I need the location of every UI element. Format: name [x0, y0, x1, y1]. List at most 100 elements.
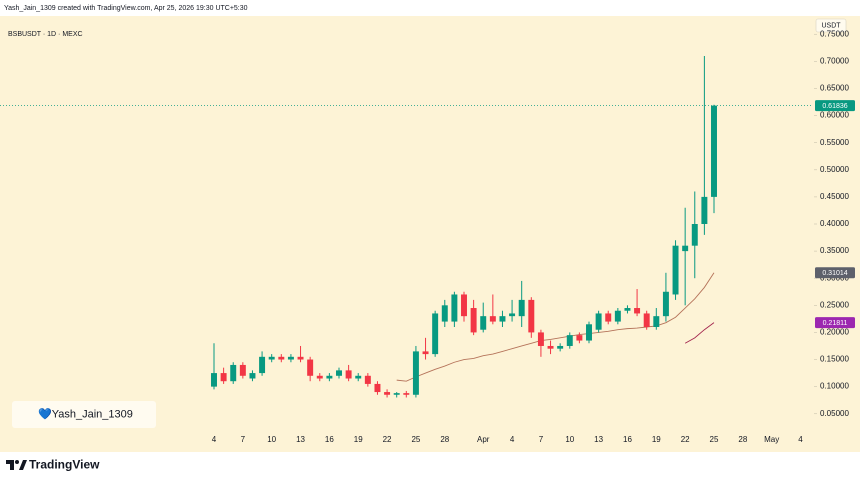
candle-body: [403, 393, 410, 395]
candle-body: [336, 370, 342, 376]
candle-body: [662, 291, 669, 317]
candle-body: [470, 308, 477, 333]
candle-body: [586, 324, 592, 341]
candle-body: [432, 313, 439, 355]
candle-body: [374, 383, 381, 393]
candle-body: [211, 373, 217, 387]
candle-body: [259, 356, 266, 374]
x-tick-label: 13: [594, 435, 603, 444]
candle-body: [355, 375, 362, 379]
candle-body: [518, 299, 525, 317]
candle-body: [326, 375, 333, 379]
candle-body: [316, 375, 323, 379]
y-tick-label: 0.25000: [820, 300, 849, 309]
x-tick-label: 4: [212, 435, 217, 444]
x-tick-label: 22: [383, 435, 392, 444]
candle-body: [614, 310, 621, 322]
candle-body: [682, 245, 689, 252]
x-tick-label: 4: [798, 435, 803, 444]
logo-text: TradingView: [29, 458, 100, 472]
y-tick-label: 0.70000: [820, 56, 849, 65]
candle-body: [239, 364, 246, 376]
candle-body: [566, 335, 573, 346]
y-tick-label: 0.10000: [820, 382, 849, 391]
x-tick-label: 25: [710, 435, 719, 444]
candle-body: [711, 105, 717, 197]
x-tick-label: 16: [623, 435, 632, 444]
x-tick-label: 25: [411, 435, 420, 444]
currency-box: [815, 18, 847, 33]
x-tick-label: 10: [267, 435, 276, 444]
logo-icon: [6, 460, 27, 470]
candle-body: [393, 393, 400, 395]
price-tag-label: 0.61836: [822, 103, 847, 110]
candle-body: [345, 370, 352, 379]
price-tag: [815, 100, 855, 112]
y-tick-label: 0.50000: [820, 165, 849, 174]
x-tick-label: 22: [681, 435, 690, 444]
candle-body: [384, 392, 391, 395]
watermark-box: [12, 401, 156, 428]
y-tick-label: 0.60000: [820, 111, 849, 120]
candle-body: [297, 356, 304, 360]
chart-background: [0, 16, 860, 452]
price-tag: [815, 267, 855, 279]
indicator-line: [684, 322, 715, 344]
candle-body: [230, 364, 237, 382]
candle-body: [287, 356, 294, 360]
price-tag-label: 0.21811: [823, 320, 848, 327]
candle-body: [461, 294, 467, 317]
candle-body: [624, 308, 631, 311]
x-tick-label: 28: [440, 435, 449, 444]
y-tick-label: 0.20000: [820, 328, 849, 337]
plot: 0.050000.100000.150000.200000.250000.300…: [0, 29, 855, 444]
x-tick-label: 7: [539, 435, 544, 444]
candle-body: [576, 335, 583, 341]
symbol-label: BSBUSDT · 1D · MEXC: [8, 31, 83, 38]
candle-body: [249, 373, 256, 379]
candle-body: [451, 294, 458, 322]
candle-body: [634, 308, 641, 314]
y-tick-label: 0.65000: [820, 84, 849, 93]
candle-body: [480, 316, 487, 330]
x-tick-label: 16: [325, 435, 334, 444]
x-tick-label: 7: [241, 435, 246, 444]
y-tick-label: 0.05000: [820, 409, 849, 418]
candle-body: [499, 316, 506, 322]
x-tick-label: May: [764, 435, 779, 444]
candle-body: [547, 345, 554, 349]
currency-label: USDT: [821, 22, 841, 29]
price-tag: [815, 317, 855, 329]
y-tick-label: 0.40000: [820, 219, 849, 228]
candle-body: [672, 245, 679, 295]
x-tick-label: 19: [652, 435, 661, 444]
candle-body: [691, 224, 698, 246]
candle-body: [422, 351, 429, 355]
y-tick-label: 0.15000: [820, 355, 849, 364]
candle-body: [528, 299, 535, 333]
watermark: 💙Yash_Jain_1309: [38, 407, 133, 420]
candle-body: [557, 345, 564, 349]
candle-body: [278, 356, 285, 360]
x-tick-label: Apr: [477, 435, 490, 444]
x-tick-label: 10: [565, 435, 574, 444]
candle-body: [653, 316, 660, 327]
candle-body: [537, 332, 544, 346]
x-tick-label: 13: [296, 435, 305, 444]
y-tick-label: 0.75000: [820, 29, 849, 38]
candle-body: [643, 313, 650, 327]
header: Yash_Jain_1309 created with TradingView.…: [4, 5, 248, 12]
candle-body: [412, 351, 419, 395]
candle-body: [701, 196, 708, 224]
candle-body: [595, 313, 602, 330]
indicator-line: [396, 272, 715, 382]
candle-body: [307, 359, 314, 376]
y-tick-label: 0.45000: [820, 192, 849, 201]
candle-body: [268, 356, 275, 360]
x-tick-label: 4: [510, 435, 515, 444]
price-tag-label: 0.31014: [822, 270, 847, 277]
candle-body: [509, 313, 516, 317]
candle-body: [220, 373, 227, 382]
candle-body: [605, 313, 612, 322]
